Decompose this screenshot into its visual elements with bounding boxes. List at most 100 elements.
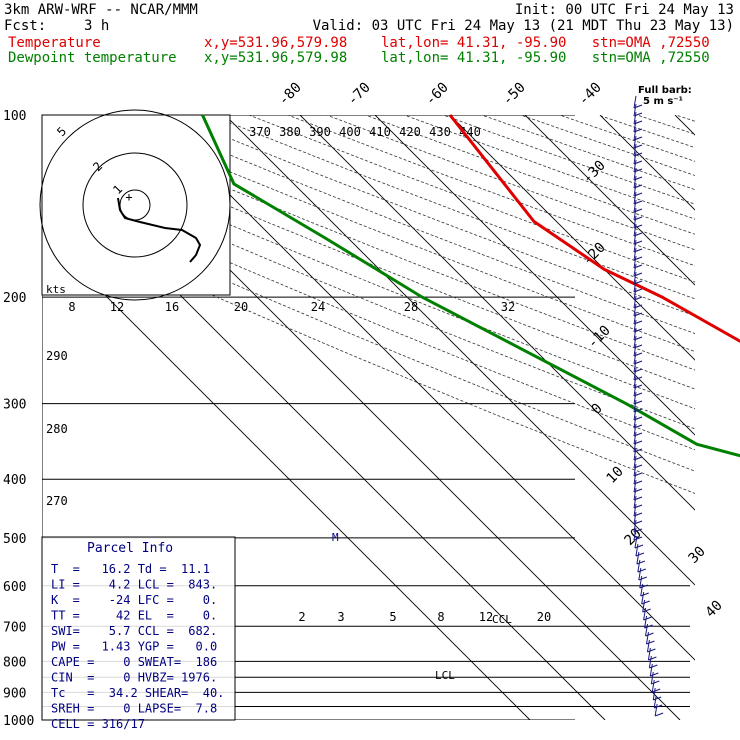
hodograph-frame xyxy=(41,114,231,296)
isotherm-label: -50 xyxy=(500,80,529,109)
wind-barb-staff xyxy=(645,623,649,637)
isotherm-label: -40 xyxy=(576,80,605,109)
lcl-annotation: LCL xyxy=(435,669,455,682)
pressure-tick-label: 700 xyxy=(3,620,26,635)
wind-barb-staff xyxy=(633,271,637,285)
wind-barb-staff xyxy=(633,191,637,205)
wind-barb-staff xyxy=(653,695,657,709)
wind-barb-staff xyxy=(633,479,637,493)
wind-legend-line2: 5 m s⁻¹ xyxy=(643,96,683,107)
dry-adiabat xyxy=(42,143,695,410)
pressure-tick-label: 1000 xyxy=(3,714,34,729)
wind-barb-staff xyxy=(654,703,658,717)
wind-barb-staff xyxy=(633,95,637,109)
wind-barb xyxy=(653,704,663,709)
wind-barb-staff xyxy=(633,111,637,125)
parcel-info-row: SREH = 0 LAPSE= 7.8 xyxy=(51,702,217,716)
wind-barb-staff xyxy=(633,463,637,477)
left-axis-label: 270 xyxy=(46,494,68,508)
temperature-legend: Temperature xyxy=(8,35,101,51)
wind-barb-staff xyxy=(639,575,643,589)
wind-barb-staff xyxy=(636,551,640,565)
isotherm-label: -70 xyxy=(345,80,374,109)
wind-barb-staff xyxy=(633,367,637,381)
dry-adiabat xyxy=(209,115,695,300)
mixing-ratio-label: 12 xyxy=(479,610,493,624)
profiles xyxy=(201,114,740,458)
wind-barb-staff xyxy=(633,399,637,413)
isotherm-label: -60 xyxy=(423,80,452,109)
theta-label: 430 xyxy=(429,125,451,139)
dry-adiabat xyxy=(598,115,695,149)
wind-barb-staff xyxy=(633,207,637,221)
temperature-location: x,y=531.96,579.98 lat,lon= 41.31, -95.90… xyxy=(204,35,710,51)
isotherm-label: 10 xyxy=(604,464,627,487)
hodograph-ring xyxy=(39,109,231,301)
theta-label: 420 xyxy=(399,125,421,139)
pressure-tick-label: 900 xyxy=(3,686,26,701)
wind-barb xyxy=(633,536,643,541)
theta-label: 380 xyxy=(279,125,301,139)
wind-barb xyxy=(638,576,648,581)
dewpoint-location: x,y=531.96,579.98 lat,lon= 41.31, -95.90… xyxy=(204,50,710,66)
wind-barb-staff xyxy=(633,407,637,421)
wind-barb-staff xyxy=(633,527,637,541)
wind-barb-staff xyxy=(633,519,637,533)
wind-barb-staff xyxy=(650,671,654,685)
parcel-info-title: Parcel Info xyxy=(87,541,173,556)
hodograph-speed-label: 28 xyxy=(404,300,418,314)
isotherm-line xyxy=(149,115,695,661)
wind-barb xyxy=(643,616,652,621)
mixing-ratio-label: 3 xyxy=(337,610,344,624)
hodograph-speed-label: 8 xyxy=(68,300,75,314)
wind-barb-staff xyxy=(644,615,648,629)
pressure-tick-label: 100 xyxy=(3,109,26,124)
wind-barb-staff xyxy=(633,359,637,373)
wind-barb-staff xyxy=(651,679,655,693)
isotherm-line xyxy=(42,231,531,720)
theta-label: 370 xyxy=(249,125,271,139)
dry-adiabat xyxy=(520,115,695,176)
wind-barb xyxy=(650,672,659,677)
isotherm-label: 40 xyxy=(703,598,726,621)
wind-barb-staff xyxy=(633,335,637,349)
parcel-info-row: Tc = 34.2 SHEAR= 40. xyxy=(51,686,224,700)
wind-barb-staff xyxy=(633,159,637,173)
left-axis-label: 280 xyxy=(46,422,68,436)
wind-barb xyxy=(636,560,646,565)
m-annotation: M xyxy=(332,531,339,544)
hodograph-speed-label: 12 xyxy=(110,300,124,314)
wind-barb xyxy=(641,600,650,605)
isotherm-line xyxy=(299,115,695,511)
pressure-tick-label: 400 xyxy=(3,473,26,488)
forecast-hour: 3 h xyxy=(84,18,110,34)
mixing-ratio-label: 2 xyxy=(298,610,305,624)
wind-barb-staff xyxy=(648,655,652,669)
wind-barb-staff xyxy=(633,103,637,117)
wind-barb-staff xyxy=(633,255,637,269)
mixing-ratio-label: 20 xyxy=(537,610,551,624)
wind-barb xyxy=(652,688,661,693)
parcel-info-row: TT = 42 EL = 0. xyxy=(51,609,217,623)
isotherm-label: -80 xyxy=(276,80,305,109)
wind-barb xyxy=(635,552,645,557)
wind-barb-staff xyxy=(633,247,637,261)
wind-barb-staff xyxy=(634,535,638,549)
theta-label: 410 xyxy=(369,125,391,139)
valid-time: Valid: 03 UTC Fri 24 May 13 (21 MDT Thu … xyxy=(312,18,734,34)
wind-barb-staff xyxy=(633,119,637,133)
parcel-info-row: CIN = 0 HVBZ= 1976. xyxy=(51,671,217,685)
wind-barb-staff xyxy=(633,439,637,453)
mixing-ratio-label: 5 xyxy=(389,610,396,624)
parcel-info-row: SWI= 5.7 CCL = 682. xyxy=(51,624,217,638)
isotherm-label: -10 xyxy=(585,323,614,352)
dry-adiabat xyxy=(248,115,695,283)
wind-barb-staff xyxy=(633,319,637,333)
dry-adiabat xyxy=(42,179,695,451)
wind-barb-staff xyxy=(633,295,637,309)
isotherm-label: -30 xyxy=(580,158,609,187)
wind-barb-staff xyxy=(633,415,637,429)
hodograph-speed-label: 24 xyxy=(311,300,325,314)
isotherm-line xyxy=(674,115,695,136)
wind-barb xyxy=(642,608,651,613)
